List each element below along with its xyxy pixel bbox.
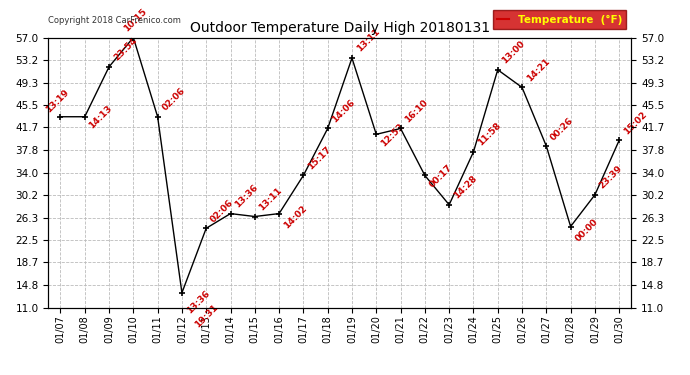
Text: 13:36: 13:36 xyxy=(233,183,260,209)
Text: 02:06: 02:06 xyxy=(160,86,187,112)
Title: Outdoor Temperature Daily High 20180131: Outdoor Temperature Daily High 20180131 xyxy=(190,21,490,35)
Text: 13:00: 13:00 xyxy=(500,39,527,66)
Text: 15:17: 15:17 xyxy=(306,145,333,171)
Text: 14:28: 14:28 xyxy=(452,174,479,201)
Text: 00:00: 00:00 xyxy=(573,217,600,243)
Text: 14:06: 14:06 xyxy=(331,98,357,124)
Text: 13:19: 13:19 xyxy=(43,87,70,114)
Text: 16:10: 16:10 xyxy=(404,98,430,124)
Text: 19:31: 19:31 xyxy=(193,302,219,329)
Text: 00:17: 00:17 xyxy=(428,163,454,189)
Text: 14:21: 14:21 xyxy=(525,57,551,83)
Text: 14:13: 14:13 xyxy=(88,104,115,130)
Text: 13:11: 13:11 xyxy=(257,186,284,212)
Text: 11:58: 11:58 xyxy=(476,121,503,148)
Text: 02:06: 02:06 xyxy=(209,198,235,224)
Legend: Temperature  (°F): Temperature (°F) xyxy=(493,10,626,29)
Text: 23:39: 23:39 xyxy=(598,164,624,190)
Text: 00:26: 00:26 xyxy=(549,116,575,142)
Text: Copyright 2018 CarFrenico.com: Copyright 2018 CarFrenico.com xyxy=(48,16,181,25)
Text: 13:36: 13:36 xyxy=(185,288,211,315)
Text: 15:02: 15:02 xyxy=(622,110,649,136)
Text: 13:11: 13:11 xyxy=(355,27,382,54)
Text: 12:53: 12:53 xyxy=(379,122,406,148)
Text: 23:54: 23:54 xyxy=(112,36,139,63)
Text: 14:02: 14:02 xyxy=(282,204,308,230)
Text: 10:15: 10:15 xyxy=(122,7,149,33)
